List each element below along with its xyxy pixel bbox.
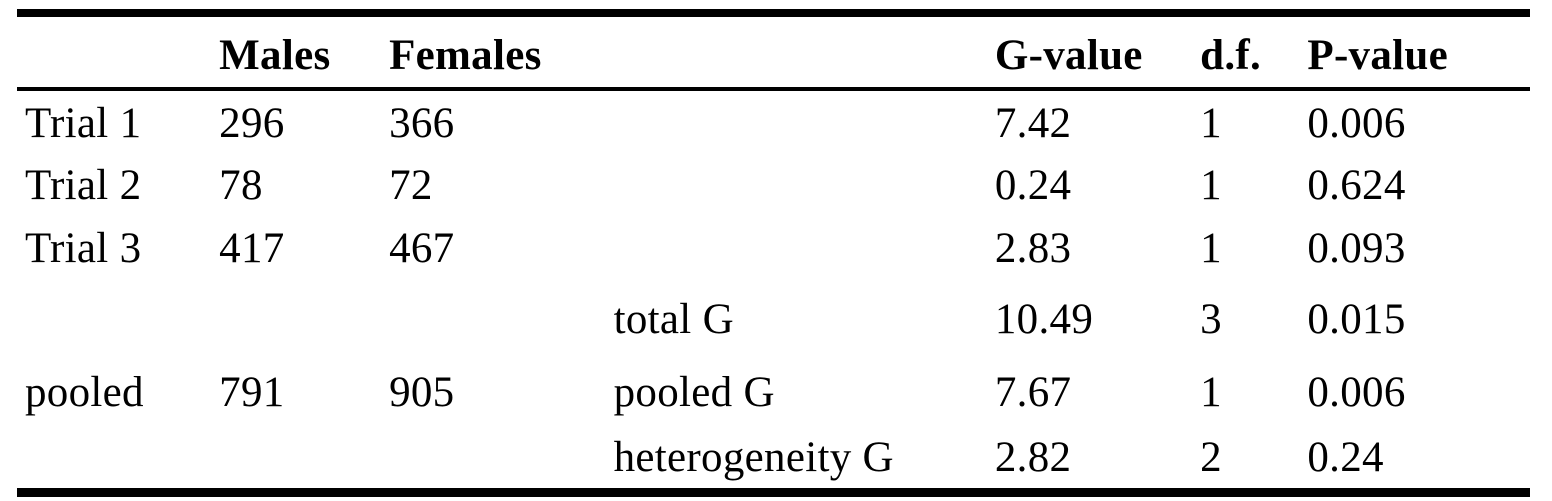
header-cell-males: Males — [211, 13, 382, 91]
header-cell-g-value: G-value — [986, 13, 1193, 91]
cell-males: 791 — [219, 368, 285, 416]
cell-females: 467 — [389, 225, 455, 272]
cell-row-label — [17, 282, 211, 357]
cell-row-label: pooled — [25, 368, 144, 416]
table-row-total-g: total G 10.49 3 0.015 — [17, 282, 1530, 357]
header-cell-row-label — [17, 13, 212, 91]
cell-row-label: Trial 1 — [25, 99, 142, 147]
cell-g-value: 7.42 — [994, 99, 1072, 147]
table-row-heterogeneity-g: heterogeneity G 2.82 2 0.24 — [17, 427, 1530, 492]
header-row: Males Females G-value d.f. P-value — [17, 13, 1530, 91]
cell-df: 2 — [1200, 433, 1222, 481]
header-cell-test-label — [605, 13, 987, 91]
cell-males: 417 — [219, 225, 285, 272]
cell-males: 78 — [219, 161, 263, 209]
cell-females — [381, 282, 606, 357]
cell-g-value: 2.83 — [994, 225, 1072, 272]
table-row-trial-2: Trial 2 78 72 0.24 1 0.624 — [17, 155, 1530, 215]
header-cell-df: d.f. — [1192, 13, 1300, 91]
cell-df: 1 — [1200, 99, 1222, 147]
cell-p-value: 0.24 — [1307, 433, 1384, 481]
cell-test-label — [606, 89, 987, 155]
table-row-trial-3: Trial 3 417 467 2.83 1 0.093 — [17, 215, 1530, 282]
cell-test-label: pooled G — [613, 368, 775, 416]
cell-g-value: 0.24 — [994, 161, 1072, 209]
cell-p-value: 0.624 — [1307, 161, 1406, 209]
g-test-results-table: Males Females G-value d.f. P-value Trial… — [17, 9, 1530, 497]
cell-test-label — [606, 215, 987, 282]
cell-p-value: 0.093 — [1307, 225, 1406, 272]
cell-df: 1 — [1200, 161, 1222, 209]
cell-df: 3 — [1200, 296, 1222, 343]
cell-row-label: Trial 3 — [25, 225, 142, 272]
cell-row-label — [17, 427, 211, 492]
cell-p-value: 0.006 — [1307, 99, 1406, 147]
cell-df: 1 — [1200, 225, 1222, 272]
cell-males — [211, 282, 381, 357]
cell-test-label: heterogeneity G — [613, 433, 894, 481]
cell-males — [211, 427, 381, 492]
cell-row-label: Trial 2 — [25, 161, 142, 209]
header-cell-p-value: P-value — [1299, 13, 1530, 91]
cell-test-label: total G — [613, 296, 734, 343]
cell-females: 72 — [389, 161, 433, 209]
cell-females: 366 — [389, 99, 455, 147]
cell-p-value: 0.015 — [1307, 296, 1406, 343]
cell-test-label — [606, 155, 987, 215]
header-cell-females: Females — [381, 13, 606, 91]
cell-p-value: 0.006 — [1307, 368, 1406, 416]
g-test-results-table-container: Males Females G-value d.f. P-value Trial… — [17, 9, 1530, 497]
cell-g-value: 10.49 — [994, 296, 1094, 343]
cell-females: 905 — [389, 368, 455, 416]
cell-males: 296 — [219, 99, 285, 147]
table-row-trial-1: Trial 1 296 366 7.42 1 0.006 — [17, 89, 1530, 155]
cell-df: 1 — [1200, 368, 1222, 416]
table-row-pooled: pooled 791 905 pooled G 7.67 1 0.006 — [17, 357, 1530, 427]
cell-females — [381, 427, 606, 492]
cell-g-value: 2.82 — [994, 433, 1072, 481]
cell-g-value: 7.67 — [994, 368, 1072, 416]
